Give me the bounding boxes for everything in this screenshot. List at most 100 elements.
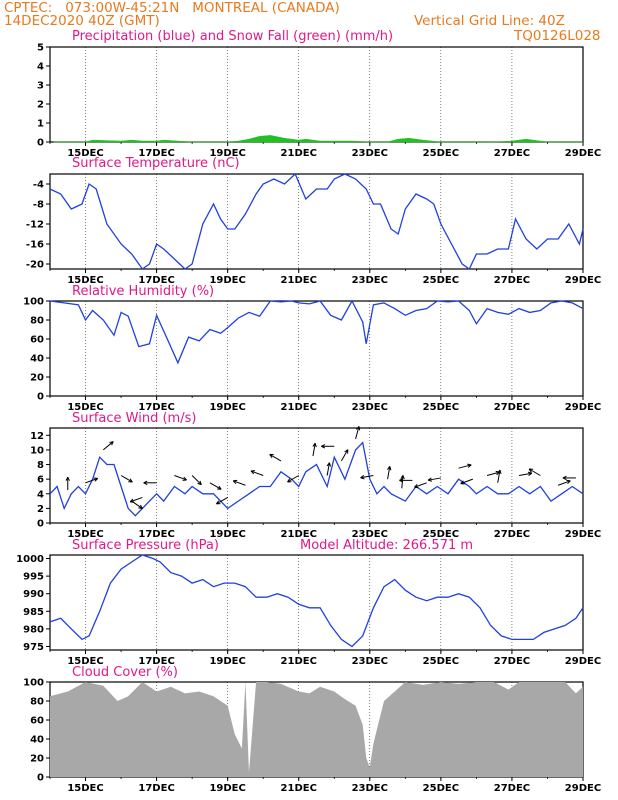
wind-arrow: [326, 462, 331, 476]
wind-arrow: [360, 475, 374, 480]
wind-arrow: [102, 441, 114, 451]
pressure-title: Surface Pressure (hPa): [72, 538, 219, 553]
x-tick-label: 17DEC: [138, 656, 174, 667]
wind-arrow: [143, 480, 157, 485]
y-tick-label: 975: [23, 642, 44, 653]
x-tick-label: 19DEC: [209, 275, 245, 286]
x-tick-label: 29DEC: [565, 656, 601, 667]
series-line: [49, 299, 584, 365]
x-tick-label: 23DEC: [352, 402, 388, 413]
wind-arrow: [129, 496, 143, 503]
x-tick-label: 17DEC: [138, 783, 174, 794]
y-tick-label: -20: [26, 260, 44, 271]
series-line: [49, 554, 584, 648]
x-tick-label: 19DEC: [209, 783, 245, 794]
y-tick-label: 1: [37, 119, 44, 130]
x-tick-label: 27DEC: [494, 148, 530, 159]
x-tick-label: 25DEC: [423, 783, 459, 794]
x-tick-label: 21DEC: [281, 783, 317, 794]
wind-arrow: [497, 469, 502, 483]
wind-arrow: [340, 449, 349, 462]
wind-arrow: [528, 468, 541, 476]
x-tick-label: 19DEC: [209, 148, 245, 159]
wind-arrow: [269, 453, 282, 462]
y-tick-label: 4: [37, 489, 44, 500]
y-tick-label: 80: [30, 316, 44, 327]
wind-arrow: [321, 444, 335, 449]
wind-arrow: [191, 475, 202, 486]
x-tick-label: 17DEC: [138, 148, 174, 159]
y-tick-label: 10: [30, 445, 44, 456]
y-tick-label: 80: [30, 697, 44, 708]
precip-title: Precipitation (blue) and Snow Fall (gree…: [72, 29, 394, 44]
wind-arrow: [518, 471, 533, 476]
wind-arrow: [399, 478, 413, 483]
x-tick-label: 27DEC: [494, 402, 530, 413]
x-tick-label: 29DEC: [565, 402, 601, 413]
x-tick-label: 27DEC: [494, 529, 530, 540]
y-tick-label: 990: [23, 589, 44, 600]
x-tick-label: 23DEC: [352, 148, 388, 159]
x-tick-label: 17DEC: [138, 529, 174, 540]
y-tick-label: 995: [23, 572, 44, 583]
humidity-title: Relative Humidity (%): [72, 284, 215, 299]
x-tick-label: 23DEC: [352, 656, 388, 667]
wind-arrow: [85, 477, 99, 484]
temp-title: Surface Temperature (nC): [72, 156, 240, 171]
y-tick-label: -8: [33, 200, 44, 211]
x-tick-label: 23DEC: [352, 529, 388, 540]
y-tick-label: 20: [30, 373, 44, 384]
panel-frame: [49, 46, 584, 143]
y-tick-label: 0: [37, 773, 44, 784]
wind-arrow: [232, 479, 246, 486]
y-tick-label: 2: [37, 100, 44, 111]
wind-arrow: [460, 478, 474, 485]
wind-arrow: [250, 470, 264, 476]
x-tick-label: 27DEC: [494, 656, 530, 667]
y-tick-label: -4: [33, 180, 44, 191]
x-tick-label: 15DEC: [67, 148, 103, 159]
x-tick-label: 25DEC: [423, 148, 459, 159]
header-grid-note: Vertical Grid Line: 40Z: [414, 13, 565, 29]
wind-arrow: [287, 475, 299, 483]
x-tick-label: 29DEC: [565, 783, 601, 794]
wind-arrow: [414, 482, 427, 489]
wind-arrow: [174, 475, 187, 481]
y-tick-label: -16: [26, 240, 44, 251]
x-tick-label: 29DEC: [565, 148, 601, 159]
series-line: [49, 441, 584, 517]
x-tick-label: 17DEC: [138, 275, 174, 286]
wind-arrow: [65, 476, 70, 491]
header-code: TQ0126L028: [514, 28, 601, 44]
y-tick-label: 6: [37, 475, 44, 486]
x-tick-label: 25DEC: [423, 529, 459, 540]
y-tick-label: 2: [37, 504, 44, 515]
wind-arrow: [312, 442, 317, 457]
y-tick-label: 12: [30, 431, 44, 442]
x-tick-label: 21DEC: [281, 529, 317, 540]
y-tick-label: 0: [37, 392, 44, 403]
header-date: 14DEC2020 40Z (GMT): [4, 13, 160, 29]
y-tick-label: 40: [30, 735, 44, 746]
x-tick-label: 21DEC: [281, 656, 317, 667]
x-tick-label: 21DEC: [281, 402, 317, 413]
wind-arrow: [387, 466, 392, 480]
x-tick-label: 25DEC: [423, 275, 459, 286]
y-tick-label: 20: [30, 754, 44, 765]
x-tick-label: 15DEC: [67, 275, 103, 286]
cloud-title: Cloud Cover (%): [72, 665, 178, 680]
panel-frame: [49, 554, 584, 651]
x-tick-label: 15DEC: [67, 402, 103, 413]
y-tick-label: -12: [26, 220, 44, 231]
panel-frame: [49, 300, 584, 397]
y-tick-label: 0: [37, 138, 44, 149]
x-tick-label: 15DEC: [67, 656, 103, 667]
x-tick-label: 21DEC: [281, 275, 317, 286]
panel-frame: [49, 173, 584, 270]
wind-arrow: [557, 479, 571, 486]
y-tick-label: 60: [30, 335, 44, 346]
x-tick-label: 27DEC: [494, 275, 530, 286]
y-tick-label: 60: [30, 716, 44, 727]
x-tick-label: 15DEC: [67, 529, 103, 540]
